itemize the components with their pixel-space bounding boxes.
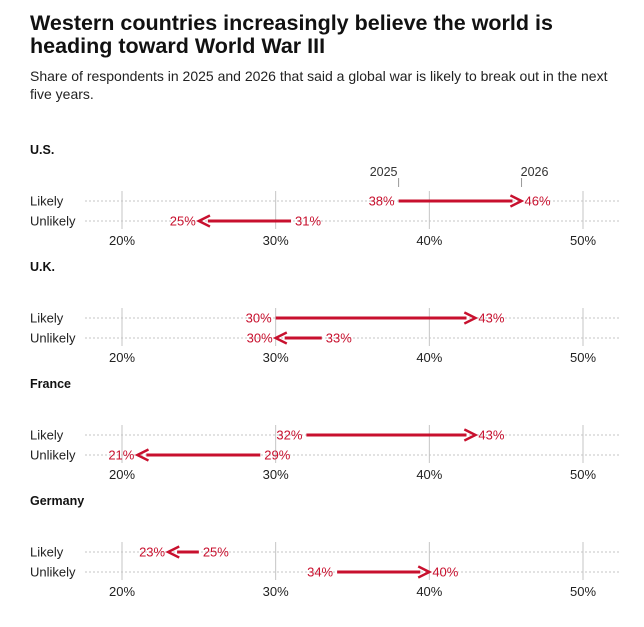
country-label: U.S. xyxy=(30,143,54,157)
legend-end: 2026 xyxy=(521,165,549,179)
country-label: France xyxy=(30,377,71,391)
row-label: Unlikely xyxy=(30,214,76,229)
arrow-head xyxy=(509,194,525,208)
x-tick-label: 30% xyxy=(263,467,289,482)
row-label: Unlikely xyxy=(30,565,76,580)
row-label: Likely xyxy=(30,311,64,326)
x-tick-label: 40% xyxy=(416,350,442,365)
row-label: Unlikely xyxy=(30,448,76,463)
arrow-head xyxy=(417,565,433,579)
panel-u-k: U.K. Likely 30% 43% Unlikely 33% 30% 20% 30% 40% 5… xyxy=(30,260,620,365)
value-label-start: 32% xyxy=(276,428,302,443)
chart-title: Western countries increasingly believe t… xyxy=(30,11,553,58)
x-tick-label: 50% xyxy=(570,584,596,599)
value-label-end: 25% xyxy=(170,214,196,229)
x-tick-label: 30% xyxy=(263,233,289,248)
value-label-end: 23% xyxy=(139,545,165,560)
panel-germany: Germany Likely 25% 23% Unlikely 34% 40% 20% 30% 4… xyxy=(30,494,620,599)
x-tick-label: 40% xyxy=(416,584,442,599)
x-tick-label: 40% xyxy=(416,467,442,482)
value-label-start: 30% xyxy=(246,311,272,326)
legend-start: 2025 xyxy=(370,165,398,179)
chart-subtitle: Share of respondents in 2025 and 2026 th… xyxy=(30,68,608,102)
country-label: Germany xyxy=(30,494,84,508)
x-tick-label: 20% xyxy=(109,467,135,482)
panel-france: France Likely 32% 43% Unlikely 29% 21% 20% 30% 40… xyxy=(30,377,620,482)
value-label-end: 21% xyxy=(108,448,134,463)
row-label: Likely xyxy=(30,545,64,560)
arrow-head xyxy=(134,448,150,462)
x-tick-label: 20% xyxy=(109,584,135,599)
country-label: U.K. xyxy=(30,260,55,274)
value-label-end: 43% xyxy=(478,311,504,326)
value-label-end: 46% xyxy=(525,194,551,209)
value-label-start: 34% xyxy=(307,565,333,580)
arrow-head xyxy=(272,331,288,345)
value-label-start: 33% xyxy=(326,331,352,346)
x-tick-label: 30% xyxy=(263,584,289,599)
x-tick-label: 20% xyxy=(109,233,135,248)
value-label-end: 43% xyxy=(478,428,504,443)
x-tick-label: 50% xyxy=(570,233,596,248)
value-label-start: 25% xyxy=(203,545,229,560)
value-label-end: 30% xyxy=(247,331,273,346)
value-label-end: 40% xyxy=(432,565,458,580)
arrow-head xyxy=(165,545,180,559)
x-tick-label: 40% xyxy=(416,233,442,248)
arrow-head xyxy=(463,428,479,442)
value-label-start: 29% xyxy=(264,448,290,463)
x-tick-label: 50% xyxy=(570,350,596,365)
x-tick-label: 50% xyxy=(570,467,596,482)
arrow-head xyxy=(463,311,479,325)
value-label-start: 31% xyxy=(295,214,321,229)
row-label: Unlikely xyxy=(30,331,76,346)
value-label-start: 38% xyxy=(369,194,395,209)
arrow-head xyxy=(196,214,211,228)
row-label: Likely xyxy=(30,194,64,209)
panel-u-s: U.S. 2025 2026 Likely 38% 46% Unlikely 31% 25% 20… xyxy=(30,143,620,248)
row-label: Likely xyxy=(30,428,64,443)
x-tick-label: 20% xyxy=(109,350,135,365)
x-tick-label: 30% xyxy=(263,350,289,365)
